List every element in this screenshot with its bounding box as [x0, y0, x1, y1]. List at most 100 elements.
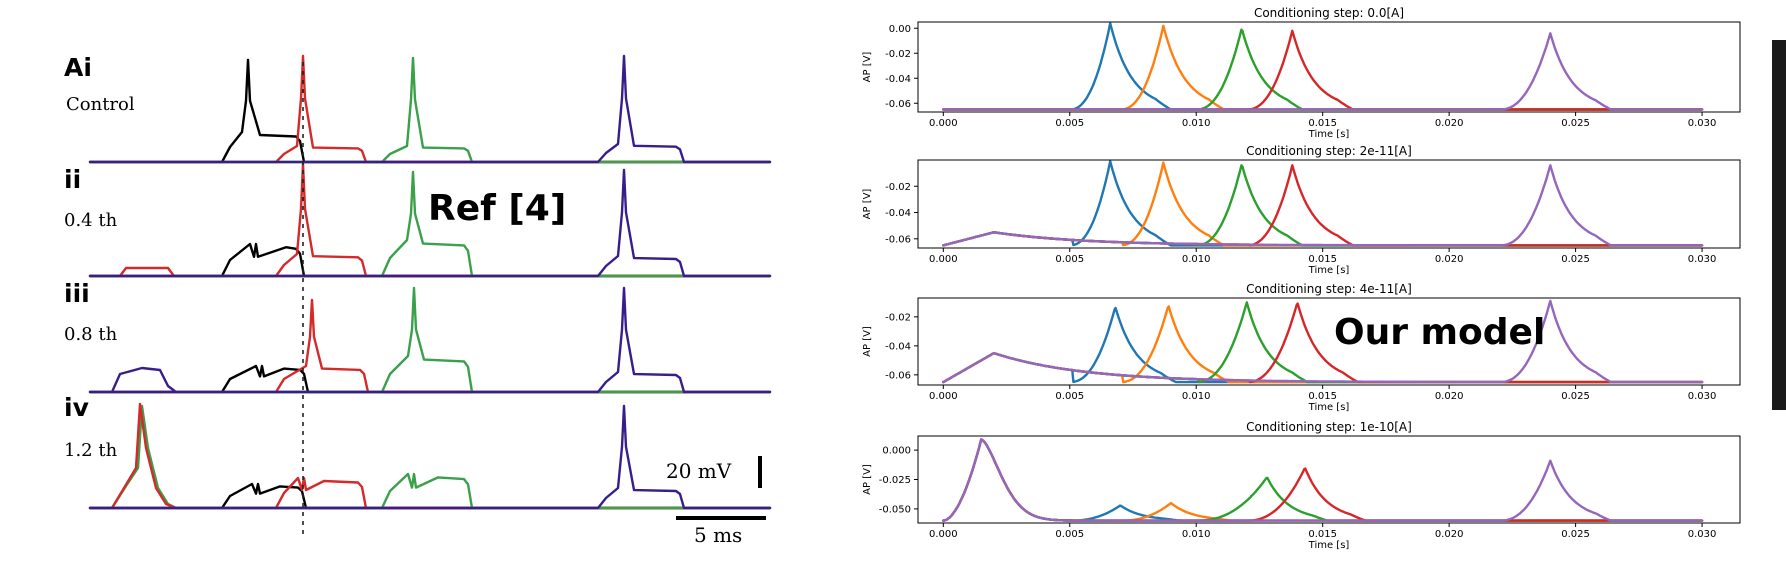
y-tick-label: -0.06: [885, 234, 911, 245]
y-axis-label: AP [V]: [862, 464, 873, 495]
x-tick-label: 0.005: [1055, 529, 1084, 540]
y-tick-label: -0.025: [879, 475, 911, 486]
series-line-orange: [942, 438, 1704, 522]
subplot-2: Conditioning step: 2e-11[A] 0.000 0.005 0.0…: [862, 144, 1741, 276]
panel-letter-ai: Ai: [64, 53, 92, 82]
x-axis-label: Time [s]: [1308, 265, 1350, 276]
y-tick-label: -0.04: [885, 208, 911, 219]
x-tick-label: 0.020: [1435, 529, 1464, 540]
subplot-title: Conditioning step: 2e-11[A]: [1246, 144, 1412, 158]
voltage-scale-label: 20 mV: [666, 459, 732, 483]
x-tick-label: 0.010: [1182, 529, 1211, 540]
subplot-frame: [917, 159, 1741, 249]
panel-letter-iv: iv: [64, 393, 89, 422]
x-tick-label: 0.020: [1435, 118, 1464, 129]
x-tick-label: 0.005: [1055, 391, 1084, 402]
ref-trace-black: [88, 482, 772, 510]
time-scale-label: 5 ms: [694, 523, 742, 547]
x-tick-label: 0.015: [1308, 254, 1337, 265]
reference-figure: Ai Control ii 0.4 th iii 0.8 th iv 1.2 t…: [64, 53, 772, 547]
ref-trace-black: [88, 364, 772, 394]
x-tick-label: 0.020: [1435, 254, 1464, 265]
ref-trace-black: [88, 58, 772, 164]
x-tick-label: 0.025: [1561, 529, 1590, 540]
ref-conditioning-spike: [88, 404, 772, 510]
y-tick-label: 0.00: [889, 24, 911, 35]
subplot-title: Conditioning step: 0.0[A]: [1254, 6, 1404, 20]
subplot-4: Conditioning step: 1e-10[A] 0.000 0.005 0.0…: [862, 420, 1741, 551]
series-line-purple: [942, 164, 1704, 247]
series-line-green: [942, 438, 1704, 522]
ref-conditioning-spike: [88, 402, 772, 510]
x-tick-label: 0.010: [1182, 118, 1211, 129]
subplot-frame: [917, 21, 1741, 113]
x-axis-label: Time [s]: [1308, 129, 1350, 140]
ref-trace-green: [88, 472, 772, 510]
x-tick-label: 0.005: [1055, 254, 1084, 265]
ref-trace-red: [88, 162, 772, 278]
series-line-orange: [942, 305, 1704, 384]
series-line-blue: [942, 438, 1704, 522]
ref-trace-purple: [88, 54, 772, 164]
series-line-red: [942, 302, 1704, 384]
ref-overlay-label: Ref [4]: [428, 188, 566, 229]
y-tick-label: -0.06: [885, 99, 911, 110]
x-tick-label: 0.030: [1688, 391, 1717, 402]
ref-trace-purple: [88, 404, 772, 510]
ref-trace-purple: [88, 286, 772, 394]
panel-letter-iii: iii: [64, 279, 90, 308]
ref-trace-green: [88, 56, 772, 164]
subplot-3: Conditioning step: 4e-11[A] 0.000 0.005 0.0…: [862, 282, 1741, 413]
y-tick-label: -0.02: [885, 182, 911, 193]
x-axis-label: Time [s]: [1308, 402, 1350, 413]
y-axis-label: AP [V]: [862, 326, 873, 357]
x-tick-label: 0.015: [1308, 529, 1337, 540]
y-tick-label: 0.000: [882, 446, 911, 457]
x-tick-label: 0.030: [1688, 254, 1717, 265]
x-tick-label: 0.000: [929, 254, 958, 265]
ref-trace-black: [88, 242, 772, 278]
x-tick-label: 0.000: [929, 118, 958, 129]
subplot-title: Conditioning step: 1e-10[A]: [1246, 420, 1412, 434]
ref-trace-green: [88, 170, 772, 278]
panel-letter-ii: ii: [64, 165, 81, 194]
y-axis-label: AP [V]: [862, 189, 873, 220]
subplot-frame: [917, 435, 1741, 524]
x-tick-label: 0.025: [1561, 391, 1590, 402]
ref-trace-green: [88, 286, 772, 394]
y-tick-label: -0.02: [885, 49, 911, 60]
subplot-1: Conditioning step: 0.0[A] 0.000 0.005 0.010…: [862, 6, 1741, 140]
ref-trace-purple: [88, 168, 772, 278]
x-tick-label: 0.030: [1688, 118, 1717, 129]
model-overlay-label: Our model: [1334, 312, 1545, 353]
y-tick-label: -0.02: [885, 312, 911, 323]
x-tick-label: 0.010: [1182, 254, 1211, 265]
y-tick-label: -0.050: [879, 504, 911, 515]
x-tick-label: 0.010: [1182, 391, 1211, 402]
x-axis-label: Time [s]: [1308, 540, 1350, 551]
subplot-frame: [917, 297, 1741, 386]
x-tick-label: 0.025: [1561, 254, 1590, 265]
x-tick-label: 0.030: [1688, 529, 1717, 540]
series-line-green: [942, 301, 1704, 384]
y-tick-label: -0.04: [885, 74, 911, 85]
x-tick-label: 0.025: [1561, 118, 1590, 129]
ref-conditioning-step: [88, 366, 772, 394]
series-line-blue: [942, 306, 1704, 384]
ref-trace-red: [88, 54, 772, 164]
x-tick-label: 0.000: [929, 529, 958, 540]
series-line-red: [942, 438, 1704, 522]
reference-traces: [88, 54, 772, 510]
panel-label-1-2th: 1.2 th: [64, 440, 118, 461]
panel-label-0-4th: 0.4 th: [64, 210, 118, 231]
series-line-purple: [942, 32, 1704, 111]
model-figure: Conditioning step: 0.0[A] 0.000 0.005 0.010…: [862, 6, 1741, 551]
x-tick-label: 0.015: [1308, 118, 1337, 129]
y-tick-label: -0.06: [885, 370, 911, 381]
series-line-purple: [942, 299, 1704, 384]
subplot-title: Conditioning step: 4e-11[A]: [1246, 282, 1412, 296]
x-tick-label: 0.000: [929, 391, 958, 402]
ref-trace-red: [88, 476, 772, 510]
x-tick-label: 0.020: [1435, 391, 1464, 402]
